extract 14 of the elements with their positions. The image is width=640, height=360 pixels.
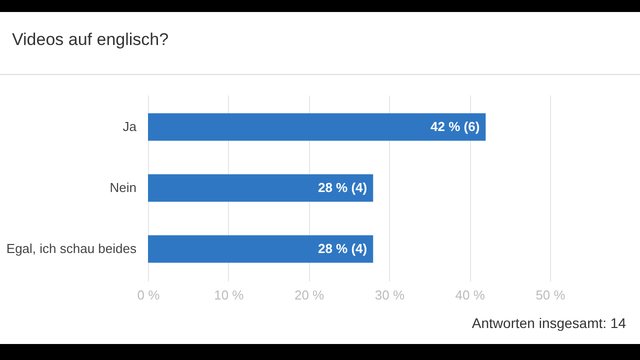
- y-tick-label: Nein: [110, 180, 136, 195]
- data-label: 28 % (4): [318, 180, 368, 195]
- y-tick-label: Ja: [122, 119, 138, 134]
- x-tick-label: 50 %: [536, 288, 566, 302]
- x-tick-label: 20 %: [294, 288, 325, 302]
- x-tick-label: 30 %: [374, 288, 405, 302]
- x-tick-label: 40 %: [455, 288, 486, 302]
- x-tick-label: 0 %: [137, 288, 160, 302]
- data-label: 28 % (4): [318, 240, 368, 256]
- chart-title: Videos auf englisch?: [12, 30, 169, 50]
- data-label: 42 % (6): [430, 119, 480, 134]
- y-tick-label: Egal, ich schau beides: [6, 240, 137, 256]
- x-tick-label: 10 %: [214, 288, 244, 302]
- text: Antworten insgesamt: 14: [472, 315, 626, 331]
